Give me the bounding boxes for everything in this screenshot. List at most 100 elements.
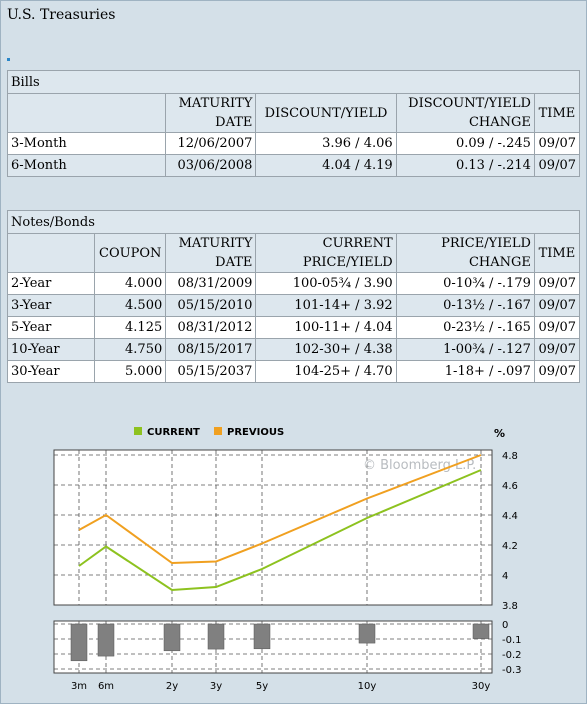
- bar-y-tick-label: 0: [502, 620, 508, 631]
- change-bar: [97, 623, 115, 657]
- notes-header-maturity: MATURITY DATE: [165, 233, 257, 273]
- note-current: 101-14+ / 3.92: [255, 294, 397, 317]
- note-coupon: 4.750: [94, 338, 167, 361]
- change-bar: [163, 623, 181, 652]
- note-time: 09/07: [533, 338, 581, 361]
- table-row: 3-Year 4.500 05/15/2010 101-14+ / 3.92 0…: [6, 294, 581, 317]
- note-term: 2-Year: [6, 272, 96, 295]
- y-tick-label: 4.6: [502, 481, 518, 492]
- bill-change: 0.13 / -.214: [395, 154, 535, 177]
- bill-maturity: 03/06/2008: [165, 154, 257, 177]
- legend-current-swatch: [134, 427, 142, 435]
- bill-time: 09/07: [533, 154, 581, 177]
- note-change: 1-18+ / -.097: [395, 360, 535, 383]
- series-line-previous: [78, 454, 482, 565]
- bill-time: 09/07: [533, 132, 581, 155]
- y-tick-label: 4.4: [502, 511, 518, 522]
- x-tick-label: 30y: [472, 681, 491, 692]
- change-bar: [207, 623, 225, 650]
- note-time: 09/07: [533, 272, 581, 295]
- legend-previous-swatch: [214, 427, 222, 435]
- line-plot-area: [53, 449, 493, 606]
- bill-maturity: 12/06/2007: [165, 132, 257, 155]
- chart-watermark: © Bloomberg L.P.: [363, 458, 476, 473]
- note-coupon: 4.500: [94, 294, 167, 317]
- change-bar: [358, 623, 376, 644]
- bar-y-tick-label: -0.1: [502, 635, 522, 646]
- notes-header-coupon: COUPON: [94, 233, 167, 273]
- note-maturity: 08/15/2017: [165, 338, 257, 361]
- note-time: 09/07: [533, 316, 581, 339]
- change-bar: [472, 623, 490, 639]
- series-line-current: [78, 469, 482, 592]
- bills-header-blank: [6, 93, 167, 133]
- bar-y-tick-label: -0.3: [502, 665, 522, 676]
- bill-term: 6-Month: [6, 154, 167, 177]
- notes-header-time: TIME: [533, 233, 581, 273]
- y-tick-label: 4.8: [502, 451, 518, 462]
- note-maturity: 08/31/2012: [165, 316, 257, 339]
- y-tick-label: 3.8: [502, 601, 518, 612]
- note-term: 30-Year: [6, 360, 96, 383]
- note-current: 100-05¾ / 3.90: [255, 272, 397, 295]
- note-term: 10-Year: [6, 338, 96, 361]
- note-current: 100-11+ / 4.04: [255, 316, 397, 339]
- x-tick-label: 5y: [256, 681, 268, 692]
- x-tick-label: 2y: [166, 681, 178, 692]
- note-change: 1-00¾ / -.127: [395, 338, 535, 361]
- bills-section-label: Bills: [7, 70, 580, 94]
- table-row: 30-Year 5.000 05/15/2037 104-25+ / 4.70 …: [6, 360, 581, 383]
- note-maturity: 05/15/2010: [165, 294, 257, 317]
- notes-header-blank: [6, 233, 96, 273]
- table-row: 10-Year 4.750 08/15/2017 102-30+ / 4.38 …: [6, 338, 581, 361]
- y-tick-label: 4: [502, 571, 508, 582]
- notes-table: Notes/Bonds COUPON MATURITY DATE CURRENT P…: [6, 210, 581, 383]
- yield-curve-chart: CURRENT PREVIOUS © Bloomberg L.P. % 4.8 4…: [7, 405, 580, 695]
- table-row: 3-Month 12/06/2007 3.96 / 4.06 0.09 / -.…: [6, 132, 581, 155]
- x-tick-label: 3m: [71, 681, 87, 692]
- note-coupon: 4.000: [94, 272, 167, 295]
- note-time: 09/07: [533, 294, 581, 317]
- bar-y-tick-label: -0.2: [502, 650, 522, 661]
- x-tick-label: 10y: [358, 681, 377, 692]
- note-maturity: 05/15/2037: [165, 360, 257, 383]
- y-axis-unit: %: [494, 427, 505, 440]
- note-coupon: 5.000: [94, 360, 167, 383]
- panel-title: U.S. Treasuries: [7, 7, 116, 23]
- change-bar: [253, 623, 271, 650]
- note-current: 102-30+ / 4.38: [255, 338, 397, 361]
- y-tick-label: 4.2: [502, 541, 518, 552]
- bill-discount-yield: 3.96 / 4.06: [255, 132, 397, 155]
- bar-plot-area: [53, 620, 493, 674]
- notes-header-change: PRICE/YIELD CHANGE: [395, 233, 535, 273]
- x-tick-label: 6m: [98, 681, 114, 692]
- bills-header-discount-yield: DISCOUNT/YIELD: [255, 93, 397, 133]
- note-current: 104-25+ / 4.70: [255, 360, 397, 383]
- note-term: 3-Year: [6, 294, 96, 317]
- marker-dot: [7, 58, 10, 61]
- bill-discount-yield: 4.04 / 4.19: [255, 154, 397, 177]
- note-change: 0-13½ / -.167: [395, 294, 535, 317]
- yield-curve-svg: CURRENT PREVIOUS © Bloomberg L.P. % 4.8 4…: [7, 405, 580, 695]
- table-row: 5-Year 4.125 08/31/2012 100-11+ / 4.04 0…: [6, 316, 581, 339]
- bill-change: 0.09 / -.245: [395, 132, 535, 155]
- notes-header-current: CURRENT PRICE/YIELD: [255, 233, 397, 273]
- table-row: 6-Month 03/06/2008 4.04 / 4.19 0.13 / -.…: [6, 154, 581, 177]
- legend-previous-label: PREVIOUS: [227, 427, 284, 438]
- note-term: 5-Year: [6, 316, 96, 339]
- bills-header-change: DISCOUNT/YIELD CHANGE: [395, 93, 535, 133]
- note-change: 0-23½ / -.165: [395, 316, 535, 339]
- change-bar: [70, 623, 88, 662]
- x-tick-label: 3y: [210, 681, 222, 692]
- bill-term: 3-Month: [6, 132, 167, 155]
- note-maturity: 08/31/2009: [165, 272, 257, 295]
- bills-table: Bills MATURITY DATE DISCOUNT/YIELD DISCOU…: [6, 70, 581, 177]
- notes-section-label: Notes/Bonds: [7, 210, 580, 234]
- note-time: 09/07: [533, 360, 581, 383]
- bills-header-maturity: MATURITY DATE: [165, 93, 257, 133]
- note-coupon: 4.125: [94, 316, 167, 339]
- table-row: 2-Year 4.000 08/31/2009 100-05¾ / 3.90 0…: [6, 272, 581, 295]
- bills-header-time: TIME: [533, 93, 581, 133]
- note-change: 0-10¾ / -.179: [395, 272, 535, 295]
- legend-current-label: CURRENT: [147, 427, 200, 438]
